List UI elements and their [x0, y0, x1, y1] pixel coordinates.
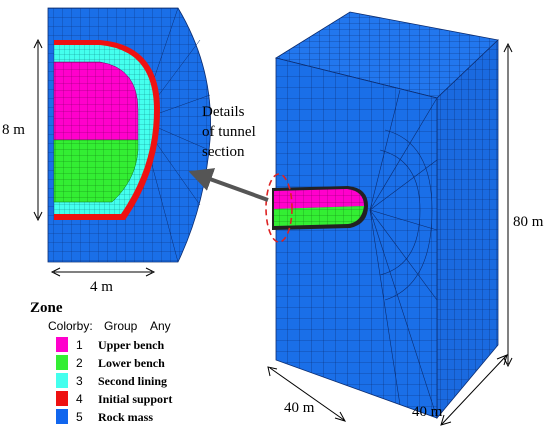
- block-front-face: [275, 57, 438, 419]
- legend-colorby-label: Colorby:: [48, 319, 93, 333]
- model-height-label: 80 m: [513, 214, 544, 230]
- model-height-dimension: [503, 42, 513, 368]
- detail-height-label: 8 m: [2, 122, 25, 138]
- legend-item-number: 4: [76, 392, 83, 406]
- legend-colorby-value: Group: [104, 319, 138, 333]
- detail-height-dimension: [33, 38, 43, 222]
- legend-swatch: [56, 355, 68, 370]
- legend-item-number: 3: [76, 374, 83, 388]
- detail-upper-bench: [53, 61, 139, 141]
- zone-legend: Zone Colorby: Group Any 1 Upper bench 2 Low…: [30, 300, 172, 424]
- legend-swatch: [56, 373, 68, 388]
- legend-swatch: [56, 337, 68, 352]
- detail-width-dimension: [50, 267, 156, 277]
- details-callout-text: Details of tunnel section: [202, 104, 260, 160]
- block-right-face: [436, 39, 499, 420]
- model-width-label: 40 m: [412, 404, 443, 420]
- legend-swatch: [56, 409, 68, 424]
- model-width-dimension: [440, 354, 508, 426]
- details-line-2: of tunnel: [202, 124, 256, 140]
- legend-colorby-mode: Any: [150, 319, 171, 333]
- tunnel-detail-panel: [47, 7, 211, 263]
- model-depth-label: 40 m: [284, 400, 315, 416]
- legend-rows: 1 Upper bench 2 Lower bench 3 Second lining 4 I…: [56, 337, 172, 424]
- legend-item-label: Rock mass: [98, 410, 153, 424]
- rock-block-3d: [272, 11, 499, 420]
- model-depth-dimension: [267, 366, 347, 422]
- legend-item-label: Initial support: [98, 392, 172, 406]
- block-radial-mesh: [369, 89, 438, 419]
- legend-title: Zone: [30, 300, 63, 316]
- details-line-3: section: [202, 144, 245, 160]
- block-tunnel: [272, 186, 368, 230]
- legend-item-number: 1: [76, 338, 83, 352]
- legend-item-number: 2: [76, 356, 83, 370]
- legend-item-label: Upper bench: [98, 338, 164, 352]
- details-line-1: Details: [202, 104, 245, 120]
- tunnel-highlight-circle: [265, 173, 293, 243]
- detail-lower-bench: [53, 139, 139, 203]
- legend-item-label: Second lining: [98, 374, 167, 388]
- legend-swatch: [56, 391, 68, 406]
- detail-width-label: 4 m: [90, 279, 113, 295]
- legend-item-number: 5: [76, 410, 83, 424]
- legend-item-label: Lower bench: [98, 356, 165, 370]
- details-callout-arrow: [188, 168, 269, 202]
